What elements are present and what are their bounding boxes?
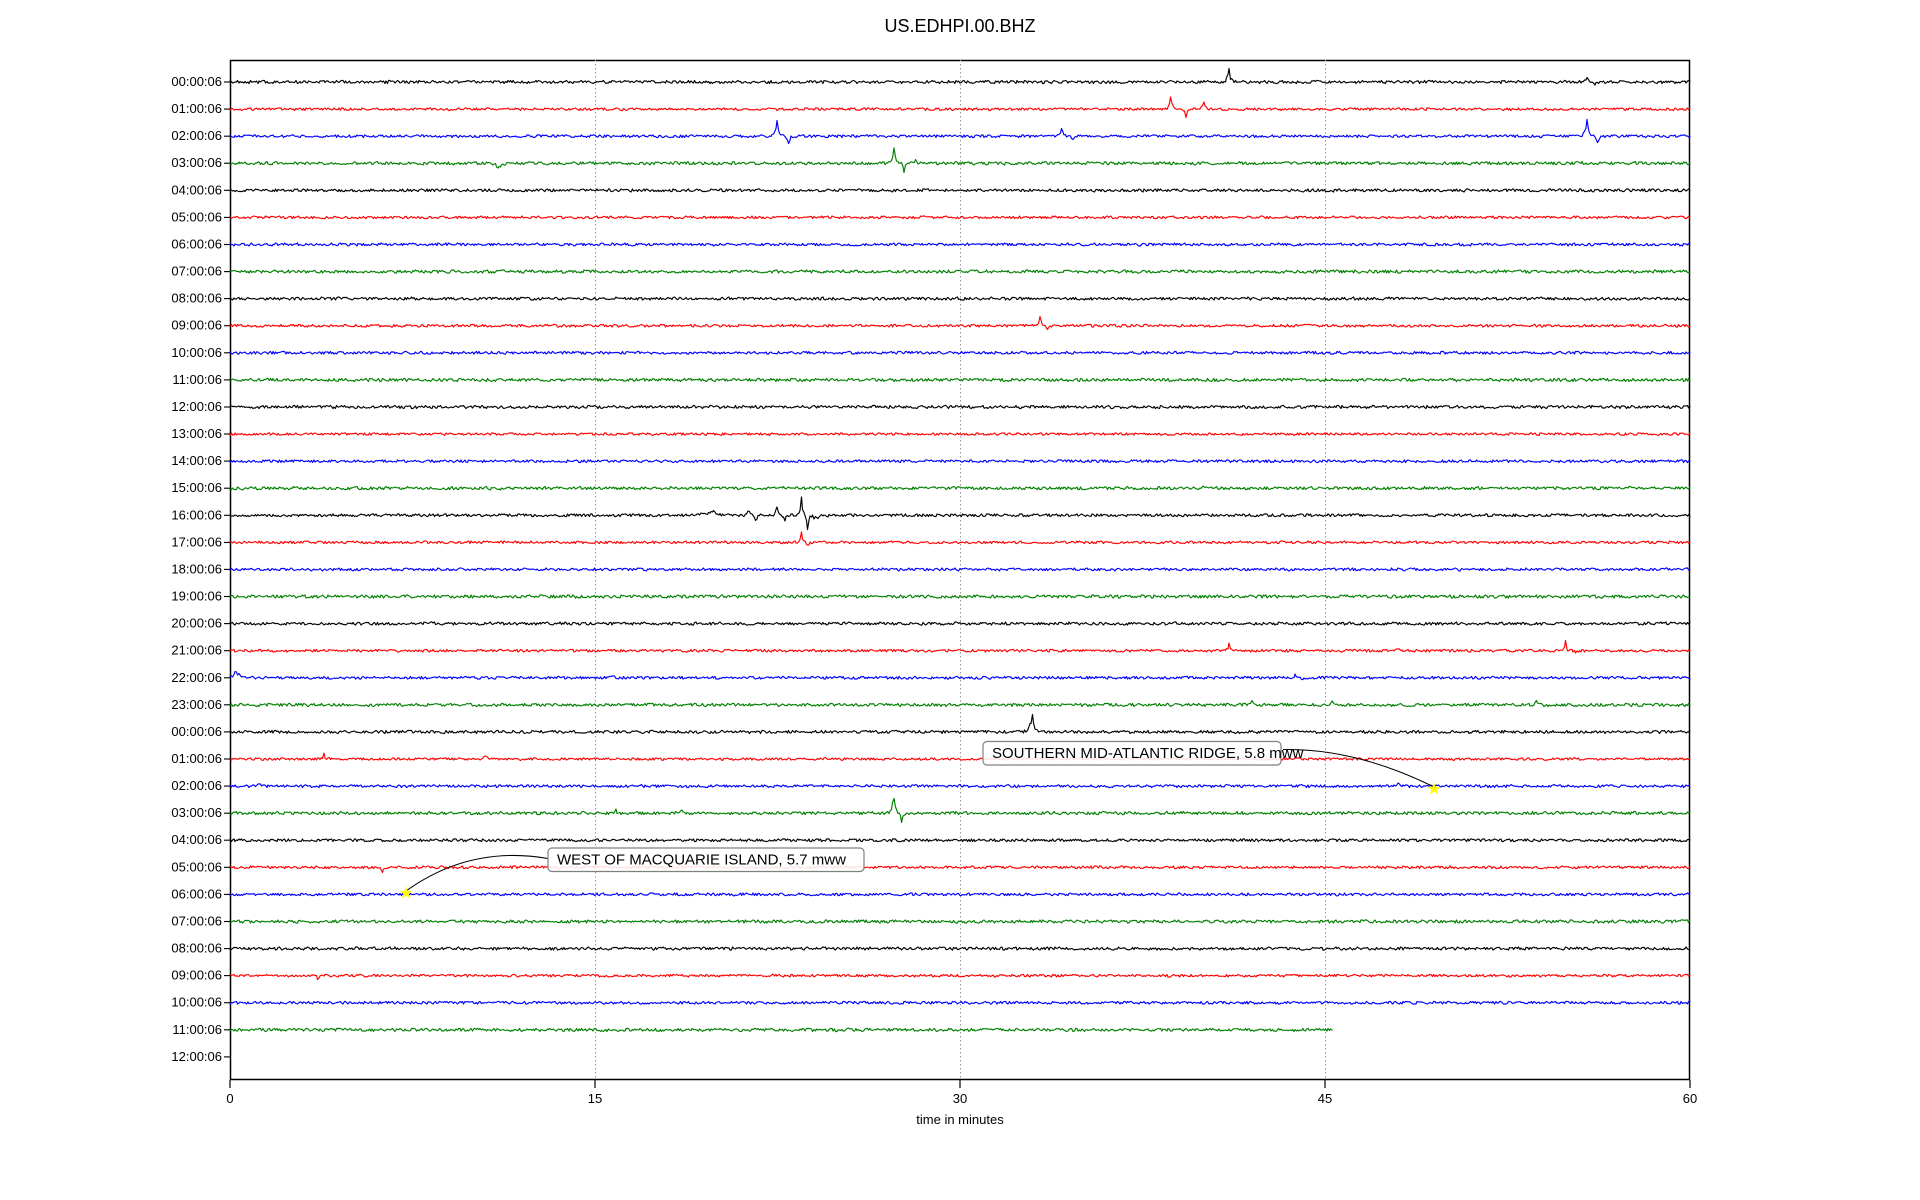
svg-text:time in minutes: time in minutes	[916, 1112, 1004, 1127]
svg-text:03:00:06: 03:00:06	[171, 805, 222, 820]
svg-text:16:00:06: 16:00:06	[171, 507, 222, 522]
svg-text:00:00:06: 00:00:06	[171, 724, 222, 739]
svg-text:01:00:06: 01:00:06	[171, 101, 222, 116]
svg-text:10:00:06: 10:00:06	[171, 995, 222, 1010]
svg-text:17:00:06: 17:00:06	[171, 534, 222, 549]
svg-text:09:00:06: 09:00:06	[171, 968, 222, 983]
svg-text:14:00:06: 14:00:06	[171, 453, 222, 468]
svg-text:11:00:06: 11:00:06	[172, 1022, 222, 1037]
svg-text:0: 0	[226, 1091, 233, 1106]
svg-text:60: 60	[1683, 1091, 1697, 1106]
svg-text:15: 15	[588, 1091, 602, 1106]
svg-text:04:00:06: 04:00:06	[171, 832, 222, 847]
svg-text:01:00:06: 01:00:06	[171, 751, 222, 766]
svg-text:45: 45	[1318, 1091, 1332, 1106]
svg-text:23:00:06: 23:00:06	[171, 697, 222, 712]
svg-text:06:00:06: 06:00:06	[171, 237, 222, 252]
svg-text:12:00:06: 12:00:06	[171, 1049, 222, 1064]
svg-text:11:00:06: 11:00:06	[172, 372, 222, 387]
svg-text:13:00:06: 13:00:06	[171, 426, 222, 441]
svg-text:19:00:06: 19:00:06	[171, 589, 222, 604]
svg-text:US.EDHPI.00.BHZ: US.EDHPI.00.BHZ	[884, 16, 1035, 36]
svg-text:05:00:06: 05:00:06	[171, 209, 222, 224]
svg-text:30: 30	[953, 1091, 967, 1106]
svg-text:06:00:06: 06:00:06	[171, 886, 222, 901]
svg-text:07:00:06: 07:00:06	[171, 914, 222, 929]
svg-text:15:00:06: 15:00:06	[171, 480, 222, 495]
svg-text:10:00:06: 10:00:06	[171, 345, 222, 360]
svg-text:12:00:06: 12:00:06	[171, 399, 222, 414]
svg-text:22:00:06: 22:00:06	[171, 670, 222, 685]
svg-text:21:00:06: 21:00:06	[171, 643, 222, 658]
svg-text:WEST OF MACQUARIE ISLAND, 5.7: WEST OF MACQUARIE ISLAND, 5.7 mww	[557, 852, 846, 869]
svg-text:05:00:06: 05:00:06	[171, 859, 222, 874]
svg-text:07:00:06: 07:00:06	[171, 264, 222, 279]
svg-text:20:00:06: 20:00:06	[171, 616, 222, 631]
svg-text:09:00:06: 09:00:06	[171, 318, 222, 333]
svg-text:08:00:06: 08:00:06	[171, 941, 222, 956]
svg-text:04:00:06: 04:00:06	[171, 182, 222, 197]
svg-text:02:00:06: 02:00:06	[171, 128, 222, 143]
svg-text:18:00:06: 18:00:06	[171, 561, 222, 576]
svg-text:08:00:06: 08:00:06	[171, 291, 222, 306]
svg-text:02:00:06: 02:00:06	[171, 778, 222, 793]
svg-text:03:00:06: 03:00:06	[171, 155, 222, 170]
svg-text:SOUTHERN MID-ATLANTIC RIDGE, 5: SOUTHERN MID-ATLANTIC RIDGE, 5.8 mww	[992, 745, 1304, 762]
svg-text:00:00:06: 00:00:06	[171, 74, 222, 89]
